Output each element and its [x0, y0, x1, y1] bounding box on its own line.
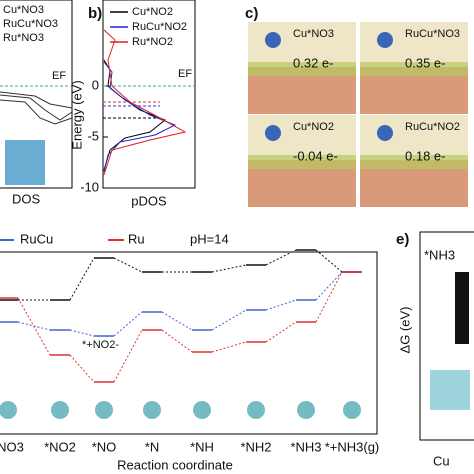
- structure: [343, 401, 361, 419]
- legend-entry: RuCu*NO2: [132, 21, 187, 33]
- connector: [18, 249, 343, 301]
- dos-curve: [103, 29, 187, 176]
- condition: pH=14: [190, 231, 229, 246]
- annotation: *+NO2-: [82, 339, 119, 351]
- x-tick-label: *NO2: [44, 439, 76, 454]
- bar: [455, 272, 469, 344]
- tile-label: RuCu*NO3: [405, 28, 460, 40]
- dos-curve: [103, 61, 177, 173]
- y-tick-label: -5: [87, 128, 99, 143]
- dos-curve: [103, 59, 166, 171]
- legend-entry: Ru*NO2: [132, 36, 173, 48]
- legend-entry: RuCu*NO3: [3, 18, 58, 30]
- x-axis-label: Reaction coordinate: [117, 457, 233, 472]
- inset: [430, 370, 470, 410]
- x-tick-label: *NH3: [290, 439, 321, 454]
- connector: [17, 271, 343, 337]
- panel-a-frame: [0, 0, 73, 189]
- legend-entry: Cu*NO3: [3, 4, 44, 16]
- x-tick-label: *N: [145, 439, 159, 454]
- panel-b-frame: [102, 0, 196, 189]
- charge-cloud: [360, 155, 468, 169]
- legend-entry: RuCu: [20, 231, 53, 246]
- structure: [51, 401, 69, 419]
- tile-label: Cu*NO3: [293, 28, 334, 40]
- x-axis-label: DOS: [12, 191, 41, 206]
- dos-curve: [0, 91, 73, 125]
- structure: [95, 401, 113, 419]
- y-tick-label: -10: [80, 179, 99, 194]
- tile-label: RuCu*NO2: [405, 121, 460, 133]
- x-tick-label: *NO: [92, 439, 117, 454]
- structure: [297, 401, 315, 419]
- y-tick-label: 0: [92, 77, 99, 92]
- panel-d-frame: [0, 251, 378, 435]
- structure: [247, 401, 265, 419]
- panel-label: e): [396, 231, 409, 248]
- charge-label: 0.32 e-: [293, 55, 333, 70]
- y-axis-label: ΔG (eV): [397, 307, 412, 354]
- x-axis-label: pDOS: [131, 193, 167, 208]
- legend-entry: Cu*NO2: [132, 6, 173, 18]
- fermi-label: EF: [178, 68, 192, 80]
- x-tick-label: *+NH3(g): [325, 439, 380, 454]
- x-tick-label: Cu: [433, 453, 450, 468]
- annotation: *NH3: [424, 247, 455, 262]
- panel-e-frame: [419, 231, 474, 441]
- tile-label: Cu*NO2: [293, 121, 334, 133]
- y-axis-label: Energy (eV): [69, 80, 84, 149]
- structure: [143, 401, 161, 419]
- panel-label: b): [88, 5, 102, 22]
- x-tick-label: *NO3: [0, 439, 24, 454]
- charge-label: 0.18 e-: [405, 148, 445, 163]
- legend-entry: Ru: [128, 231, 145, 246]
- charge-label: -0.04 e-: [293, 148, 338, 163]
- adsorbate: [265, 125, 281, 141]
- x-tick-label: *NH2: [240, 439, 271, 454]
- charge-cloud: [248, 62, 356, 76]
- charge-cloud: [360, 62, 468, 76]
- inset: [5, 140, 45, 185]
- fermi-label: EF: [52, 70, 66, 82]
- x-tick-label: *NH: [190, 439, 214, 454]
- structure: [193, 401, 211, 419]
- charge-cloud: [248, 155, 356, 169]
- adsorbate: [265, 32, 281, 48]
- panel-label: c): [245, 5, 258, 22]
- charge-label: 0.35 e-: [405, 55, 445, 70]
- adsorbate: [377, 32, 393, 48]
- connector: [17, 271, 343, 383]
- structure: [0, 401, 17, 419]
- legend-entry: Ru*NO3: [3, 32, 44, 44]
- adsorbate: [377, 125, 393, 141]
